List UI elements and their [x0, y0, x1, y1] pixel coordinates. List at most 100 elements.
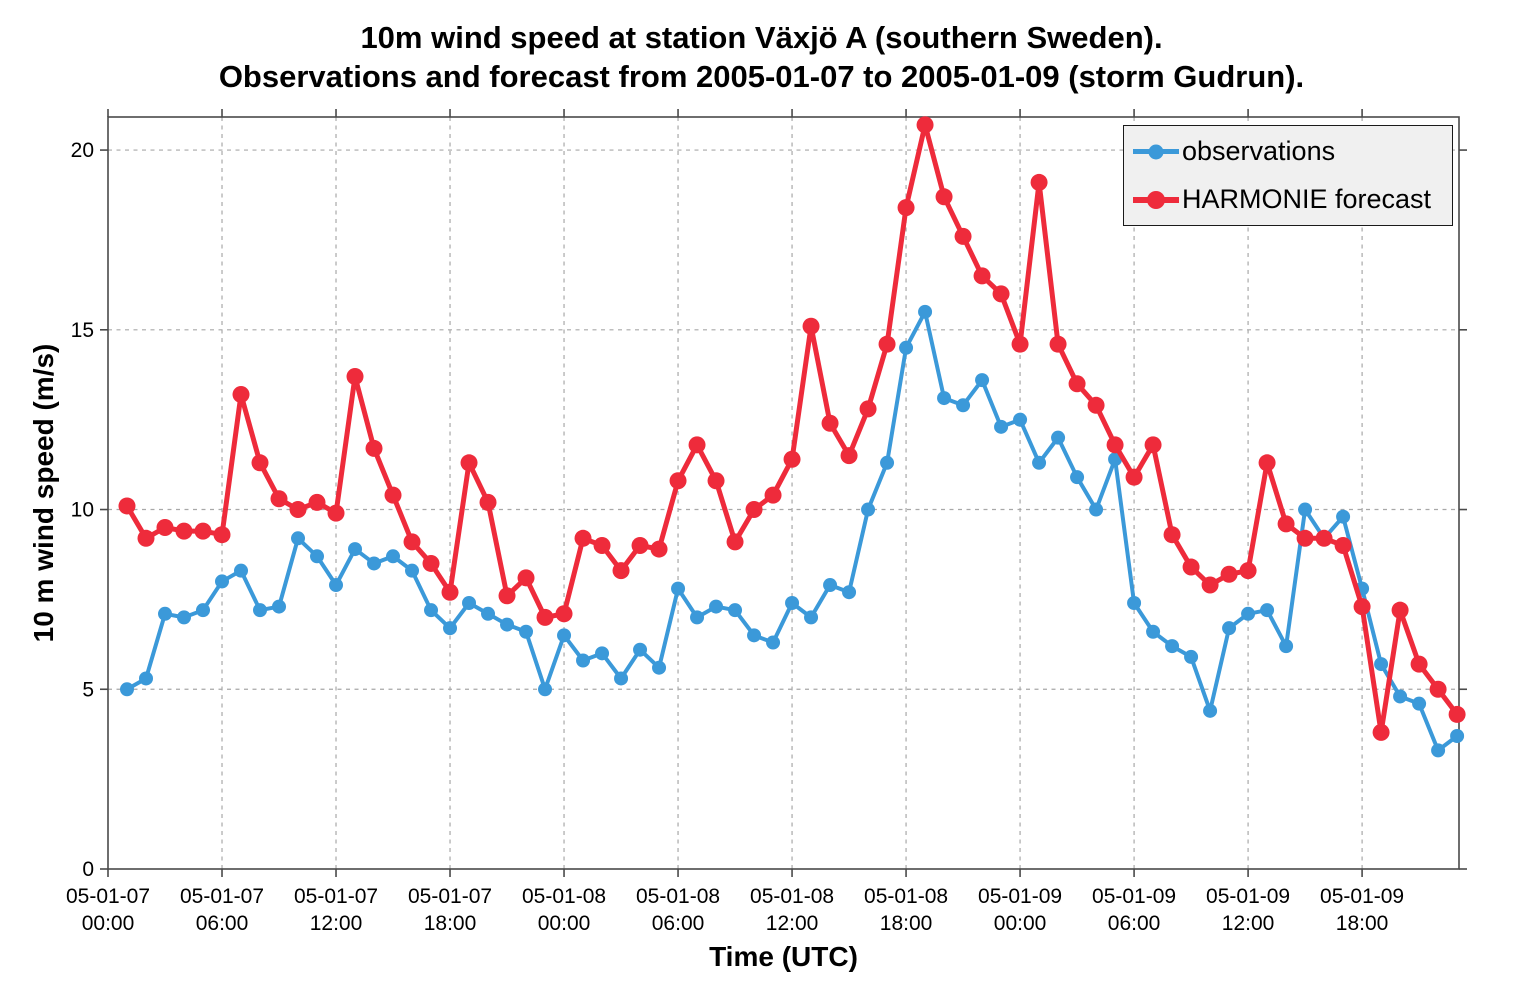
data-point-observations	[1032, 455, 1047, 470]
x-tick-label-time: 12:00	[310, 912, 363, 935]
observations-marker-icon	[1148, 144, 1164, 159]
data-point-observations	[462, 595, 477, 610]
data-point-observations	[652, 660, 667, 675]
data-point-observations	[253, 603, 268, 618]
chart-title-line1: 10m wind speed at station Växjö A (south…	[360, 20, 1163, 55]
y-axis-title: 10 m wind speed (m/s)	[28, 343, 59, 643]
data-point-harmonie-forecast	[137, 529, 155, 547]
x-tick-label-date: 05-01-07	[294, 885, 378, 908]
data-point-observations	[880, 455, 895, 470]
data-point-harmonie-forecast	[916, 116, 934, 134]
data-point-harmonie-forecast	[1182, 558, 1200, 576]
data-point-harmonie-forecast	[555, 605, 573, 623]
data-point-observations	[1165, 639, 1180, 654]
x-tick-label-time: 00:00	[994, 912, 1047, 935]
data-point-harmonie-forecast	[1410, 655, 1428, 673]
data-point-harmonie-forecast	[1239, 562, 1257, 580]
data-point-observations	[158, 606, 173, 621]
data-point-observations	[899, 340, 914, 355]
x-tick-label-time: 18:00	[880, 912, 933, 935]
data-point-harmonie-forecast	[992, 285, 1010, 303]
y-tick-label: 15	[71, 319, 94, 342]
data-point-observations	[424, 603, 439, 618]
y-tick-label: 0	[82, 858, 94, 881]
data-point-harmonie-forecast	[707, 472, 725, 490]
data-point-harmonie-forecast	[802, 317, 820, 335]
data-point-observations	[1089, 502, 1104, 517]
data-point-harmonie-forecast	[897, 199, 915, 217]
data-point-observations	[1431, 743, 1446, 758]
legend: observations HARMONIE forecast	[1123, 125, 1453, 226]
data-point-observations	[272, 599, 287, 614]
data-point-observations	[1336, 509, 1351, 524]
data-point-observations	[1279, 639, 1294, 654]
data-point-harmonie-forecast	[1334, 536, 1352, 554]
data-point-harmonie-forecast	[1163, 526, 1181, 544]
data-point-harmonie-forecast	[764, 486, 782, 504]
data-point-observations	[728, 603, 743, 618]
data-point-harmonie-forecast	[251, 454, 269, 472]
data-point-observations	[956, 398, 971, 413]
data-point-observations	[614, 671, 629, 686]
data-point-observations	[747, 628, 762, 643]
data-point-observations	[1393, 689, 1408, 704]
data-point-harmonie-forecast	[631, 536, 649, 554]
data-point-observations	[386, 549, 401, 564]
data-point-harmonie-forecast	[1391, 601, 1409, 619]
data-point-observations	[557, 628, 572, 643]
data-point-observations	[709, 599, 724, 614]
data-point-observations	[1450, 728, 1465, 743]
y-tick-label: 10	[71, 499, 94, 522]
data-point-observations	[690, 610, 705, 625]
x-tick-label-date: 05-01-09	[1206, 885, 1290, 908]
y-tick-label: 20	[71, 139, 94, 162]
x-tick-label-time: 12:00	[1222, 912, 1275, 935]
data-point-harmonie-forecast	[1448, 705, 1466, 723]
x-tick-label-time: 18:00	[424, 912, 477, 935]
data-point-harmonie-forecast	[346, 368, 364, 386]
data-point-harmonie-forecast	[441, 583, 459, 601]
data-point-observations	[1146, 624, 1161, 639]
x-tick-label-date: 05-01-07	[408, 885, 492, 908]
data-point-harmonie-forecast	[232, 386, 250, 404]
data-point-observations	[329, 578, 344, 593]
data-point-observations	[1374, 657, 1389, 672]
data-point-harmonie-forecast	[1296, 529, 1314, 547]
data-point-harmonie-forecast	[327, 504, 345, 522]
x-tick-label-time: 12:00	[766, 912, 819, 935]
harmonie-forecast-line-sample	[1133, 190, 1179, 209]
data-point-harmonie-forecast	[688, 436, 706, 454]
x-tick-label-date: 05-01-07	[66, 885, 150, 908]
data-point-harmonie-forecast	[954, 227, 972, 245]
data-point-observations	[348, 542, 363, 557]
data-point-harmonie-forecast	[308, 493, 326, 511]
legend-item-harmonie-forecast: HARMONIE forecast	[1133, 181, 1452, 219]
x-tick-label-date: 05-01-09	[1092, 885, 1176, 908]
data-point-harmonie-forecast	[574, 529, 592, 547]
x-axis-title: Time (UTC)	[709, 941, 858, 972]
harmonie-forecast-marker-icon	[1147, 190, 1165, 209]
x-tick-label-time: 00:00	[82, 912, 135, 935]
data-point-observations	[1203, 703, 1218, 718]
data-point-harmonie-forecast	[460, 454, 478, 472]
data-point-observations	[1241, 606, 1256, 621]
legend-item-observations: observations	[1133, 133, 1452, 171]
data-point-harmonie-forecast	[156, 519, 174, 537]
data-point-harmonie-forecast	[1087, 396, 1105, 414]
data-point-harmonie-forecast	[973, 267, 991, 285]
data-point-harmonie-forecast	[859, 400, 877, 418]
x-tick-label-date: 05-01-08	[750, 885, 834, 908]
data-point-harmonie-forecast	[612, 562, 630, 580]
data-point-harmonie-forecast	[1049, 335, 1067, 353]
data-point-harmonie-forecast	[650, 540, 668, 558]
data-point-observations	[405, 563, 420, 578]
data-point-observations	[595, 646, 610, 661]
x-tick-label-time: 00:00	[538, 912, 591, 935]
data-point-harmonie-forecast	[289, 501, 307, 519]
data-point-harmonie-forecast	[365, 439, 383, 457]
data-point-harmonie-forecast	[1372, 723, 1390, 741]
data-point-observations	[500, 617, 515, 632]
x-tick-label-date: 05-01-08	[864, 885, 948, 908]
